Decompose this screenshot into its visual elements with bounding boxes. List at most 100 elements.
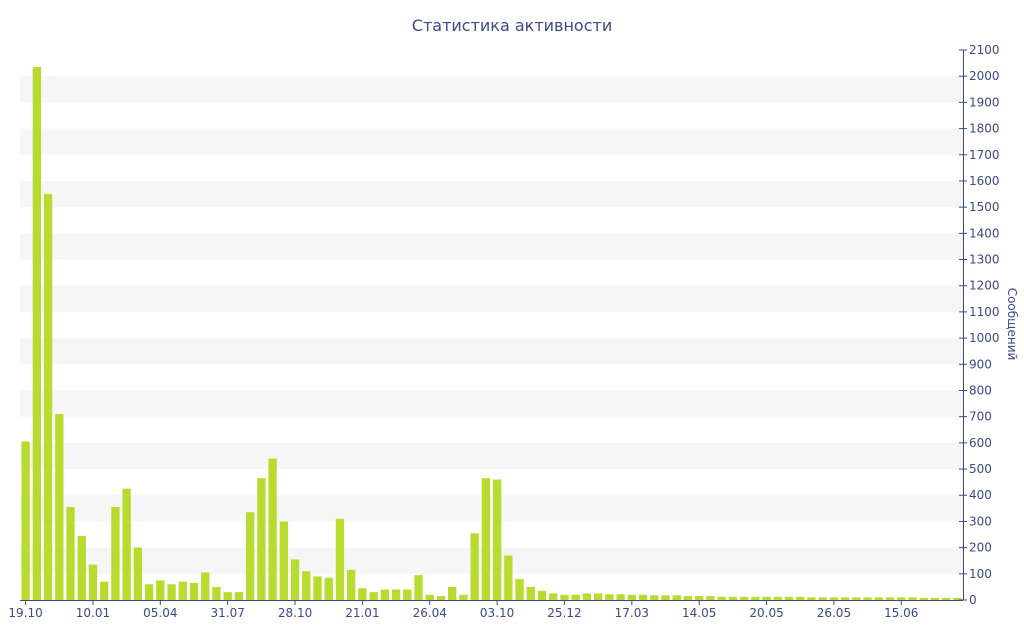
y-tick-label: 1200	[969, 279, 1000, 293]
bar	[290, 559, 300, 600]
y-tick-label: 1800	[969, 122, 1000, 136]
bar	[863, 597, 872, 600]
bar	[874, 597, 883, 600]
bar	[358, 588, 367, 600]
bar	[784, 596, 794, 600]
bar	[268, 458, 277, 600]
y-tick-label: 600	[969, 436, 992, 450]
bar	[167, 584, 176, 600]
x-tick-label: 28.10	[278, 606, 312, 620]
chart-title: Статистика активности	[412, 16, 612, 35]
bar	[773, 596, 782, 600]
bar	[245, 512, 255, 600]
x-tick-label: 03.10	[480, 606, 514, 620]
bar	[616, 594, 625, 600]
grid-band	[20, 76, 963, 103]
bar	[706, 596, 715, 600]
bar	[313, 576, 322, 600]
bar	[335, 518, 345, 600]
y-tick-label: 1300	[969, 253, 1000, 267]
bar	[133, 547, 143, 600]
bar	[829, 597, 839, 600]
y-tick-label: 1900	[969, 95, 1000, 109]
bar	[582, 593, 592, 600]
bar	[55, 414, 64, 600]
bar	[100, 581, 109, 600]
bar	[43, 194, 53, 601]
x-tick-label: 14.05	[682, 606, 716, 620]
bar	[796, 596, 805, 600]
bar	[459, 594, 468, 600]
x-tick-label: 19.10	[8, 606, 42, 620]
bar	[807, 597, 816, 600]
bar	[717, 596, 726, 600]
bar	[66, 507, 75, 600]
bar	[448, 586, 457, 600]
bar	[21, 441, 30, 600]
y-tick-label: 1400	[969, 226, 1000, 240]
bar	[942, 597, 951, 600]
bar	[751, 596, 760, 600]
y-tick-label: 800	[969, 383, 992, 397]
x-tick-label: 20.05	[749, 606, 783, 620]
bar	[908, 597, 917, 600]
bar	[492, 479, 502, 600]
bar	[919, 597, 928, 600]
y-tick-label: 700	[969, 410, 992, 424]
bar	[391, 589, 401, 600]
bar	[818, 597, 827, 600]
bar	[504, 555, 513, 600]
grid-band	[20, 547, 963, 574]
bar	[571, 594, 580, 600]
bar	[560, 594, 569, 600]
bar	[605, 594, 614, 600]
bar	[324, 577, 333, 600]
x-tick-label: 26.05	[817, 606, 851, 620]
bar	[212, 586, 221, 600]
y-axis-label: Сообщений	[1005, 288, 1019, 361]
bar	[885, 597, 895, 600]
bar	[189, 582, 199, 600]
bar	[144, 584, 154, 600]
bars	[21, 67, 962, 601]
x-tick-label: 31.07	[211, 606, 245, 620]
bar	[728, 596, 738, 600]
bar	[695, 596, 704, 600]
bar	[234, 592, 244, 600]
grid-band	[20, 285, 963, 312]
bar	[526, 586, 535, 600]
y-tick-label: 500	[969, 462, 992, 476]
grid-band	[20, 180, 963, 208]
bar	[762, 596, 771, 600]
bar	[470, 533, 479, 600]
bar	[672, 595, 681, 600]
y-tick-label: 2100	[969, 43, 1000, 57]
grid-bands	[20, 76, 963, 574]
grid-band	[20, 390, 963, 417]
bar	[32, 67, 41, 600]
bar	[481, 478, 491, 600]
bar	[201, 572, 210, 600]
axes: 0 100 200 300 400 500 600 700 800 900 1000 1100 1200…	[8, 43, 999, 620]
x-tick-label: 26.04	[413, 606, 447, 620]
grid-band	[20, 338, 963, 365]
y-tick-label: 1000	[969, 331, 1000, 345]
y-tick-label: 1600	[969, 174, 1000, 188]
grid-band	[20, 442, 963, 470]
x-tick-label: 17.03	[615, 606, 649, 620]
y-tick-label: 0	[969, 593, 977, 607]
y-tick-label: 1100	[969, 305, 1000, 319]
bar	[414, 575, 423, 600]
bar	[930, 597, 940, 600]
bar	[178, 581, 187, 600]
grid-band	[20, 495, 963, 522]
bar	[279, 521, 288, 600]
x-tick-label: 15.06	[884, 606, 918, 620]
x-tick-label: 10.01	[76, 606, 110, 620]
bar	[436, 596, 446, 600]
bar	[77, 535, 86, 600]
bar	[156, 580, 165, 600]
bar	[380, 589, 390, 600]
grid-band	[20, 233, 963, 260]
x-tick-label: 25.12	[547, 606, 581, 620]
